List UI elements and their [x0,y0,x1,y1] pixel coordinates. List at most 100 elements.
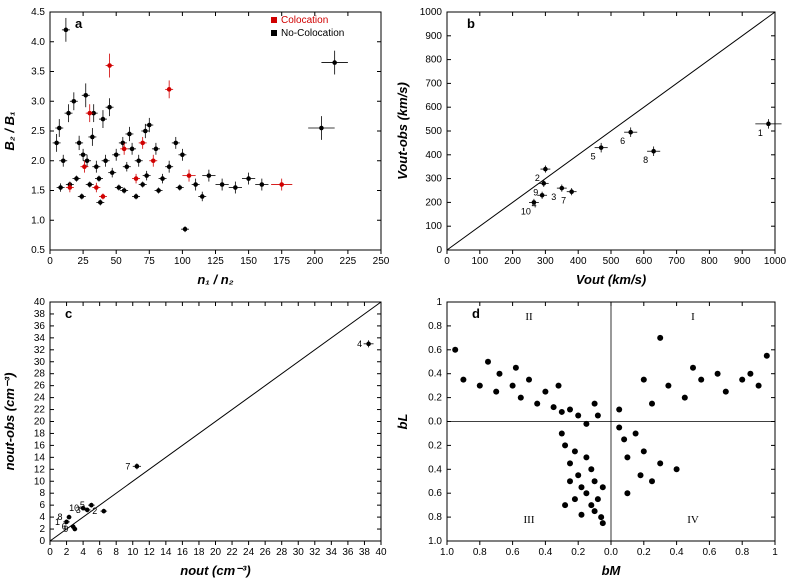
svg-text:0.2: 0.2 [428,393,442,404]
svg-text:5: 5 [591,152,596,162]
svg-text:a: a [75,16,83,31]
svg-text:0.4: 0.4 [670,547,684,558]
svg-text:8: 8 [39,488,45,499]
svg-text:800: 800 [425,55,442,66]
svg-text:50: 50 [111,256,123,267]
svg-text:7: 7 [561,196,566,206]
svg-text:bL: bL [395,414,410,430]
svg-text:1.0: 1.0 [428,536,442,547]
svg-text:0.4: 0.4 [538,547,552,558]
svg-text:600: 600 [635,256,652,267]
svg-text:3: 3 [551,192,556,202]
svg-text:I: I [691,311,695,323]
svg-text:II: II [525,311,533,323]
panel-a: 02550751001251501752002252500.51.01.52.0… [0,0,393,290]
svg-text:400: 400 [425,150,442,161]
svg-text:0.4: 0.4 [428,369,442,380]
svg-text:0.8: 0.8 [428,512,442,523]
svg-text:4: 4 [80,547,86,558]
svg-text:1.0: 1.0 [440,547,454,558]
panel-d: 10.80.60.40.20.00.20.40.60.81.010.80.60.… [393,290,787,581]
svg-text:0.0: 0.0 [604,547,618,558]
svg-text:nout-obs (cm⁻³): nout-obs (cm⁻³) [2,373,17,471]
svg-text:20: 20 [34,417,46,428]
svg-text:100: 100 [425,221,442,232]
svg-text:0.8: 0.8 [473,547,487,558]
svg-text:9: 9 [63,524,68,534]
svg-text:0: 0 [444,256,450,267]
svg-text:36: 36 [342,547,354,558]
svg-text:700: 700 [425,78,442,89]
svg-text:10: 10 [127,547,139,558]
svg-text:24: 24 [34,393,46,404]
svg-text:600: 600 [425,102,442,113]
svg-text:38: 38 [359,547,371,558]
svg-text:n₁ / n₂: n₁ / n₂ [197,272,233,287]
panel-b: 0100200300400500600700800900100001002003… [393,0,787,290]
svg-text:40: 40 [34,297,46,308]
svg-text:6: 6 [620,136,625,146]
svg-text:4: 4 [357,339,362,349]
svg-text:700: 700 [668,256,685,267]
svg-text:14: 14 [160,547,172,558]
svg-text:d: d [472,306,480,321]
svg-text:900: 900 [734,256,751,267]
svg-text:1000: 1000 [764,256,787,267]
svg-text:0.2: 0.2 [428,440,442,451]
svg-text:2.0: 2.0 [31,156,45,167]
svg-text:2: 2 [39,524,45,535]
svg-text:36: 36 [34,321,46,332]
svg-text:Colocation: Colocation [281,15,328,26]
svg-text:10: 10 [521,206,531,216]
svg-text:0.6: 0.6 [428,488,442,499]
svg-text:75: 75 [144,256,156,267]
svg-text:20: 20 [210,547,222,558]
svg-text:26: 26 [34,381,46,392]
svg-text:0.4: 0.4 [428,464,442,475]
figure-grid: 02550751001251501752002252500.51.01.52.0… [0,0,787,581]
panel-c: 0246810121416182022242628303234363840024… [0,290,393,581]
svg-text:16: 16 [34,440,46,451]
svg-text:0.2: 0.2 [637,547,651,558]
svg-text:6: 6 [39,500,45,511]
svg-text:2: 2 [92,506,97,516]
svg-text:40: 40 [375,547,387,558]
svg-text:8: 8 [113,547,119,558]
svg-text:250: 250 [373,256,390,267]
svg-text:26: 26 [260,547,272,558]
svg-text:1.5: 1.5 [31,186,45,197]
svg-text:1000: 1000 [420,7,443,18]
svg-text:800: 800 [701,256,718,267]
svg-text:30: 30 [293,547,305,558]
svg-text:34: 34 [34,333,46,344]
svg-text:28: 28 [34,369,46,380]
svg-text:14: 14 [34,452,46,463]
svg-text:4.0: 4.0 [31,37,45,48]
svg-text:18: 18 [34,428,46,439]
svg-text:2.5: 2.5 [31,126,45,137]
svg-text:24: 24 [243,547,255,558]
svg-text:nout (cm⁻³): nout (cm⁻³) [180,563,250,578]
svg-text:22: 22 [34,405,46,416]
svg-text:200: 200 [504,256,521,267]
svg-text:200: 200 [306,256,323,267]
svg-text:0: 0 [47,547,53,558]
svg-text:III: III [524,514,535,526]
svg-text:175: 175 [273,256,290,267]
svg-text:0.8: 0.8 [428,321,442,332]
svg-text:2: 2 [64,547,70,558]
svg-text:32: 32 [309,547,321,558]
svg-text:30: 30 [34,357,46,368]
svg-text:No-Colocation: No-Colocation [281,28,344,39]
svg-text:0.8: 0.8 [735,547,749,558]
svg-text:500: 500 [425,126,442,137]
svg-text:300: 300 [537,256,554,267]
svg-text:22: 22 [226,547,238,558]
svg-text:1: 1 [772,547,778,558]
svg-text:1: 1 [436,297,442,308]
svg-text:9: 9 [533,187,538,197]
svg-text:Vout-obs (km/s): Vout-obs (km/s) [395,82,410,180]
svg-text:28: 28 [276,547,288,558]
svg-text:0.6: 0.6 [702,547,716,558]
svg-text:12: 12 [144,547,156,558]
